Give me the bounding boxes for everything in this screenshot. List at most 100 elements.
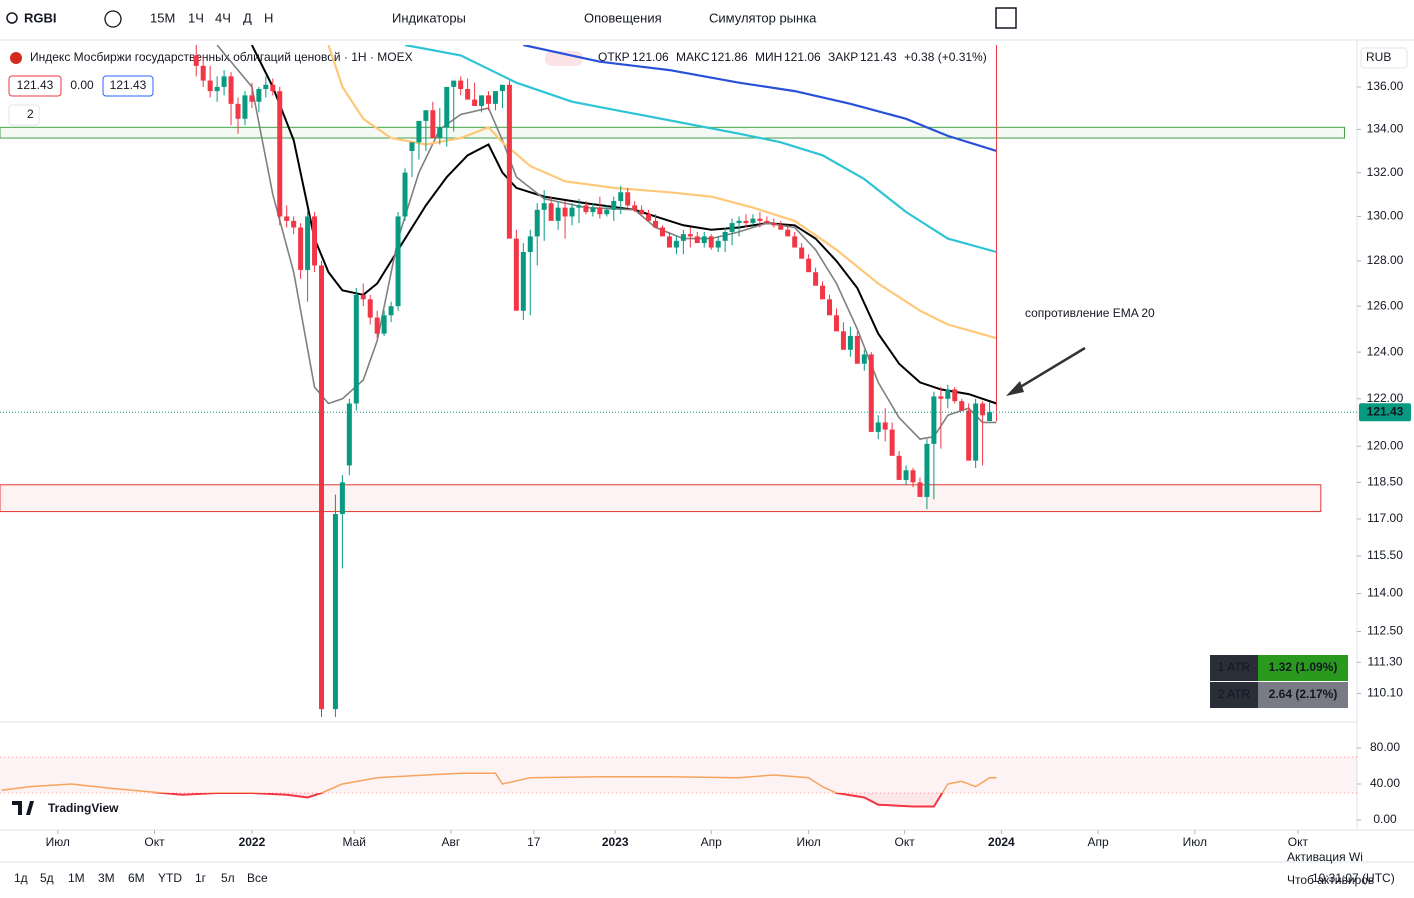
candle-body <box>527 236 533 253</box>
candle-body <box>492 91 498 104</box>
range-button[interactable]: 1д <box>14 871 28 885</box>
y-tick-label: 115.50 <box>1367 548 1403 562</box>
study-count-box[interactable] <box>8 104 40 126</box>
candle-body <box>666 236 672 248</box>
candle-body <box>395 216 401 307</box>
y-tick-label: 117.00 <box>1367 511 1403 525</box>
toolbar-button[interactable]: Индикаторы <box>392 10 466 25</box>
candle-body <box>416 120 422 143</box>
candle-body <box>680 234 686 241</box>
y-tick-label: 114.00 <box>1367 586 1403 600</box>
candle-body <box>346 403 352 466</box>
x-tick-label: Апр <box>701 835 723 849</box>
candle-body <box>854 335 860 364</box>
candle-body <box>256 89 262 102</box>
candle-body <box>673 240 679 248</box>
interval[interactable]: Н <box>264 10 273 25</box>
atr-label: 2 ATR <box>1218 687 1251 701</box>
candle-body <box>646 214 652 221</box>
candle-body <box>966 410 972 461</box>
x-tick-label: 2023 <box>602 835 629 849</box>
interval[interactable]: 15М <box>150 10 175 25</box>
candle-body <box>875 422 881 432</box>
candle-body <box>221 76 227 87</box>
y-tick-label: 132.00 <box>1367 165 1404 179</box>
y-tick-label: 126.00 <box>1367 298 1404 312</box>
toolbar-button[interactable]: Симулятор рынка <box>709 10 817 25</box>
candle-body <box>722 231 728 241</box>
fullscreen[interactable] <box>995 7 1017 29</box>
candle-body <box>917 482 923 497</box>
candle-body <box>632 205 638 210</box>
y-tick-label: 130.00 <box>1367 209 1404 223</box>
candle-body <box>952 389 958 402</box>
interval[interactable]: Д <box>243 10 252 25</box>
atr-value-bg <box>1258 655 1348 681</box>
candle-body <box>715 240 721 248</box>
interval[interactable]: 1Ч <box>188 10 204 25</box>
range-button[interactable]: YTD <box>158 871 182 885</box>
y-tick-label: 128.00 <box>1367 253 1404 267</box>
annotation: сопротивление EMA 20 <box>1025 306 1155 320</box>
y-tick-label: 122.00 <box>1367 391 1404 405</box>
x-tick-label: 2024 <box>988 835 1015 849</box>
candle-body <box>437 127 443 139</box>
watermark: Чтоб активиров <box>1287 873 1374 887</box>
candle-body <box>694 236 700 244</box>
x-tick-label: Окт <box>144 835 165 849</box>
candle-body <box>430 110 436 139</box>
watermark: Активация Wi <box>1287 850 1363 864</box>
y-tick-label: 124.00 <box>1367 344 1404 358</box>
candle-body <box>193 55 199 66</box>
legend-label: ОТКР <box>598 50 630 64</box>
candle-body <box>604 209 610 215</box>
candle-body <box>423 110 429 121</box>
candle-body <box>590 207 596 213</box>
range-button[interactable]: 5д <box>40 871 54 885</box>
candle-body <box>736 220 742 224</box>
legend-label: МАКС <box>676 50 710 64</box>
value-box <box>8 75 62 97</box>
range-button[interactable]: 5л <box>221 871 235 885</box>
candle-body <box>472 99 478 106</box>
candle-body <box>235 103 241 119</box>
candle-body <box>868 354 874 432</box>
candle-body <box>639 209 645 215</box>
range-button[interactable]: 1г <box>195 871 207 885</box>
candle-body <box>513 238 519 311</box>
symbol[interactable]: RGBI <box>24 10 57 25</box>
range-button[interactable]: 3М <box>98 871 115 885</box>
atr-value: 2.64 (2.17%) <box>1269 687 1338 701</box>
indicator-tick-label: 80.00 <box>1370 740 1400 754</box>
candle-body <box>576 205 582 208</box>
interval[interactable]: 4Ч <box>215 10 231 25</box>
candle-body <box>458 80 464 90</box>
candle-body <box>750 218 756 224</box>
atr-label-bg <box>1210 682 1258 708</box>
candle-body <box>353 294 359 404</box>
x-tick-label: Июл <box>796 835 820 849</box>
value-box-text: 121.43 <box>110 78 147 92</box>
range-button[interactable]: 6М <box>128 871 145 885</box>
add-symbol[interactable] <box>104 10 122 28</box>
toolbar-button[interactable]: Оповещения <box>584 10 662 25</box>
candle-body <box>465 89 471 100</box>
candle-body <box>820 285 826 300</box>
brand: TradingView <box>48 801 119 815</box>
candle-body <box>339 482 345 515</box>
ema-line <box>251 45 997 405</box>
x-tick-label: Окт <box>1288 835 1309 849</box>
currency-box[interactable] <box>1360 47 1408 69</box>
search-icon[interactable] <box>6 12 18 24</box>
range-button[interactable]: Все <box>247 871 268 885</box>
candle-body <box>701 236 707 244</box>
range-button[interactable]: 1М <box>68 871 85 885</box>
atr-value-bg <box>1258 682 1348 708</box>
candle-body <box>833 315 839 332</box>
candle-body <box>659 227 665 237</box>
y-tick-label: 120.00 <box>1367 438 1404 452</box>
x-tick-label: 17 <box>527 835 541 849</box>
indicator-band <box>0 757 1357 793</box>
